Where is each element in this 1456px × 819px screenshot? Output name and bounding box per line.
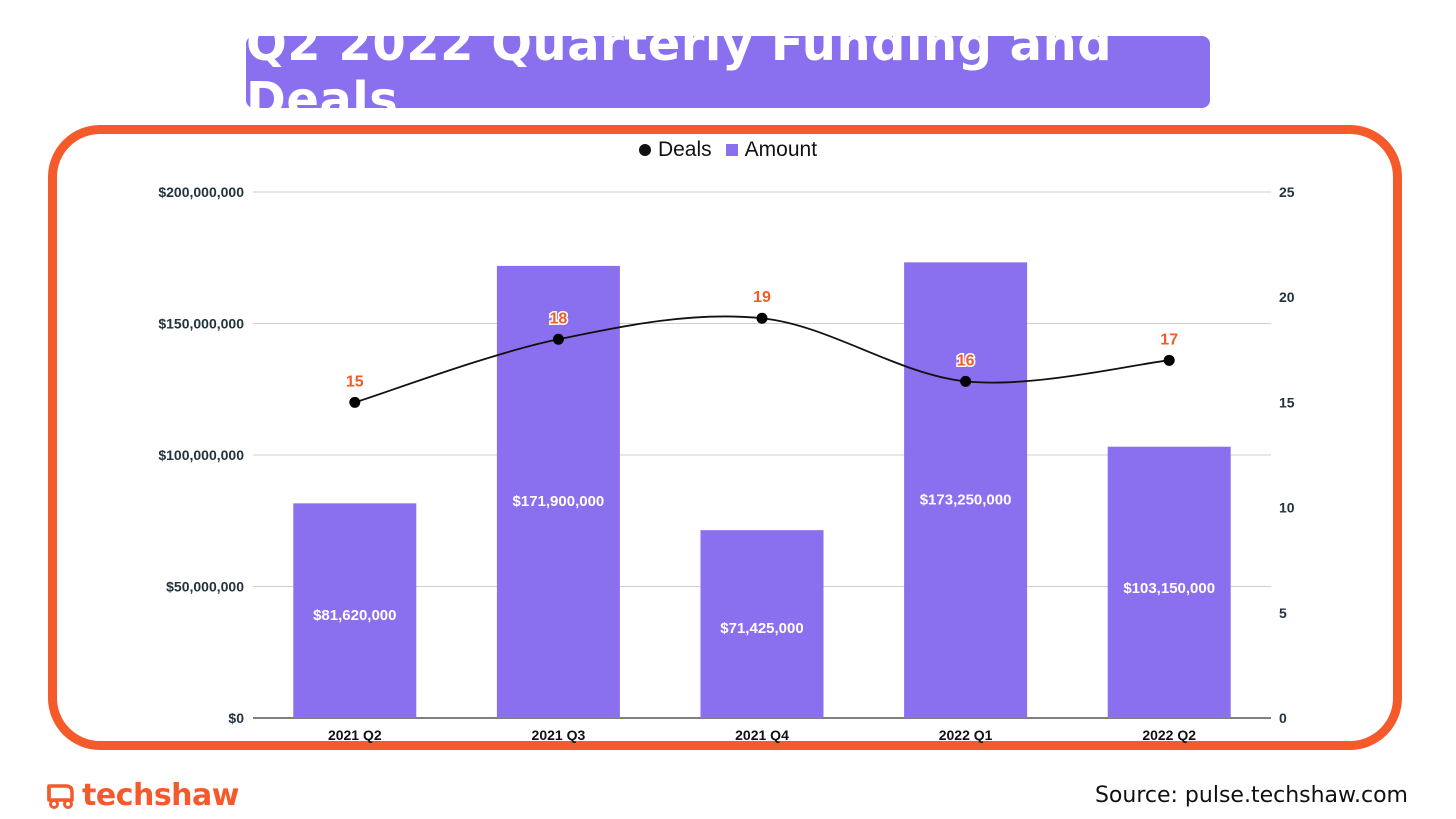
- bar-value-label: $71,425,000: [720, 620, 803, 637]
- bar: [496, 265, 620, 718]
- bar: [1107, 446, 1231, 718]
- title-banner: Q2 2022 Quarterly Funding and Deals: [246, 16, 1210, 128]
- legend-label-deals: Deals: [657, 138, 712, 161]
- bar: [700, 530, 824, 718]
- bar-value-label: $103,150,000: [1123, 580, 1215, 597]
- deals-point: [552, 333, 564, 345]
- y-right-tick-label: 20: [1279, 289, 1295, 305]
- bar-value-label: $171,900,000: [513, 493, 605, 510]
- y-left-tick-label: $0: [228, 710, 244, 726]
- y-right-tick-label: 25: [1279, 184, 1295, 200]
- brand-name: techshaw: [82, 778, 240, 813]
- bar: [904, 262, 1028, 718]
- x-tick-label: 2021 Q3: [532, 727, 586, 743]
- bar-value-label: $81,620,000: [313, 607, 396, 624]
- x-tick-label: 2022 Q1: [939, 727, 993, 743]
- y-left-tick-label: $150,000,000: [158, 316, 244, 332]
- legend-item-amount: Amount: [725, 138, 818, 162]
- y-right-tick-label: 10: [1279, 500, 1295, 516]
- chart-title: Q2 2022 Quarterly Funding and Deals: [246, 16, 1113, 128]
- deals-value-label: 15: [346, 373, 364, 390]
- deals-point: [349, 396, 361, 408]
- deals-point: [960, 375, 972, 387]
- rickshaw-icon: [47, 783, 74, 809]
- x-tick-label: 2021 Q4: [735, 727, 789, 743]
- deals-point: [756, 312, 768, 324]
- brand-logo: techshaw: [46, 778, 240, 813]
- deals-value-label: 17: [1160, 331, 1178, 348]
- legend-label-amount: Amount: [744, 138, 818, 161]
- legend-dot-icon: [638, 144, 651, 156]
- deals-value-label: 16: [957, 352, 975, 369]
- y-right-tick-label: 15: [1279, 394, 1295, 410]
- y-right-tick-label: 0: [1279, 710, 1287, 726]
- deals-value-label: 19: [753, 289, 771, 306]
- chart-legend: Deals Amount: [0, 138, 1456, 162]
- x-tick-label: 2022 Q2: [1142, 727, 1196, 743]
- source-note: Source: pulse.techshaw.com: [1094, 783, 1408, 808]
- legend-square-icon: [725, 144, 738, 156]
- y-left-tick-label: $50,000,000: [166, 579, 244, 595]
- x-tick-label: 2021 Q2: [328, 727, 382, 743]
- deals-value-label: 18: [550, 310, 568, 327]
- y-right-tick-label: 5: [1279, 605, 1287, 621]
- legend-item-deals: Deals: [638, 138, 712, 162]
- deals-line: [354, 315, 1170, 404]
- deals-point: [1163, 354, 1175, 366]
- y-left-tick-label: $200,000,000: [158, 184, 244, 200]
- bar-value-label: $173,250,000: [920, 491, 1012, 508]
- y-left-tick-label: $100,000,000: [158, 447, 244, 463]
- bar: [293, 503, 417, 718]
